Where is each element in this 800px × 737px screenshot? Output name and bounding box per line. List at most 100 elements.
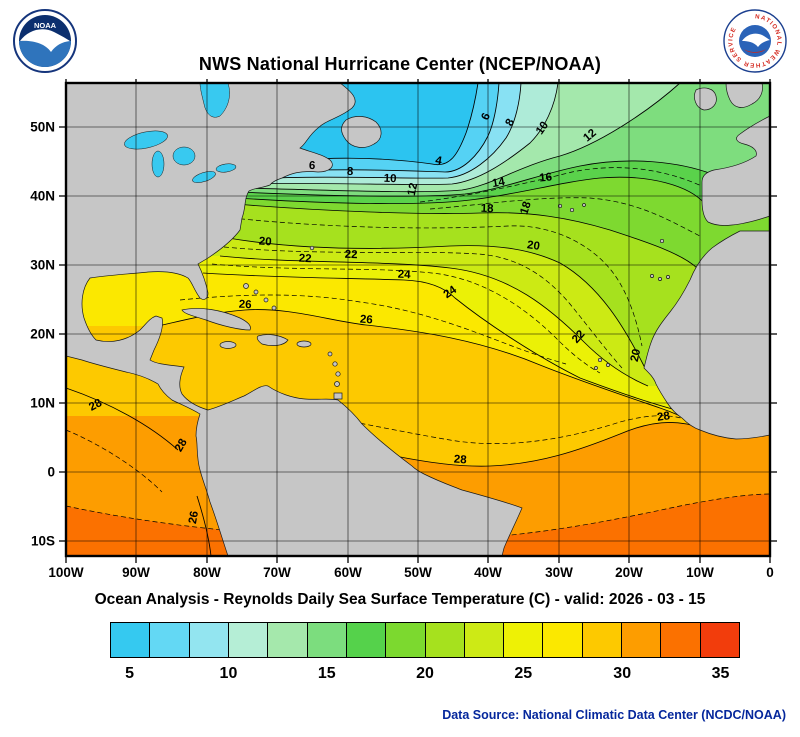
page-title: NWS National Hurricane Center (NCEP/NOAA… <box>198 54 602 74</box>
contour-label: 24 <box>397 269 411 282</box>
colorbar-cell <box>189 623 229 657</box>
bahamas-island <box>253 289 259 295</box>
madeira-island <box>659 238 665 244</box>
colorbar-cell <box>150 623 190 657</box>
x-tick-label: 70W <box>263 565 291 580</box>
contour-label: 6 <box>479 111 493 122</box>
britain-island <box>725 82 763 108</box>
james-bay <box>199 82 230 118</box>
x-tick-label: 90W <box>122 565 150 580</box>
lake-huron <box>172 146 196 166</box>
x-tick-label: 100W <box>48 565 84 580</box>
jamaica-island <box>219 341 237 349</box>
map-caption: Ocean Analysis - Reynolds Daily Sea Surf… <box>94 591 706 608</box>
americas-landmass <box>65 82 523 557</box>
colorbar-tick-label: 30 <box>613 665 632 682</box>
noaa-logo-sea <box>19 41 71 67</box>
x-tick-label: 50W <box>404 565 432 580</box>
x-tick-label: 20W <box>615 565 643 580</box>
nws-red-accent <box>744 49 766 53</box>
colorbar-cell <box>111 623 151 657</box>
x-tick-label: 10W <box>686 565 714 580</box>
contour-label: 26 <box>238 299 251 312</box>
lake-ontario <box>215 163 237 173</box>
y-tick-label: 10N <box>30 396 55 411</box>
contour-label: 12 <box>406 182 420 197</box>
contour-label: 20 <box>258 236 272 249</box>
contour-label: 20 <box>526 239 540 253</box>
cape-verde-island <box>597 357 603 363</box>
contour-label: 28 <box>87 397 104 414</box>
canary-island <box>650 274 654 278</box>
colorbar-tick-label: 35 <box>711 665 730 682</box>
noaa-seagull-icon <box>20 29 70 52</box>
y-tick-label: 30N <box>30 258 55 273</box>
canary-island <box>666 275 670 279</box>
iberia-france-landmass <box>701 115 771 226</box>
colorbar-cell <box>622 623 662 657</box>
azores-island <box>582 203 586 207</box>
colorbar-cell <box>307 623 347 657</box>
colorbar-cell <box>543 623 583 657</box>
x-tick-label: 80W <box>193 565 221 580</box>
y-tick-label: 0 <box>47 465 55 480</box>
puerto-rico-island <box>296 340 312 348</box>
colorbar-cell <box>425 623 465 657</box>
colorbar-tick-labels: 5 10 15 20 25 30 35 <box>110 665 740 687</box>
noaa-logo-text: NOAA <box>34 21 57 30</box>
contour-label: 8 <box>504 116 518 128</box>
lake-superior <box>124 130 168 150</box>
cape-verde-island <box>606 363 610 367</box>
noaa-logo-icon: NOAA <box>13 9 77 73</box>
cuba-island <box>181 308 251 331</box>
contour-label: 26 <box>359 313 373 326</box>
y-tick-label: 10S <box>31 534 55 549</box>
colorbar-cell <box>268 623 308 657</box>
contour-label: 18 <box>481 203 495 215</box>
contour-label: 6 <box>309 160 316 172</box>
colorbar-cell <box>700 623 739 657</box>
colorbar-tick-label: 5 <box>125 665 134 682</box>
colorbar-cell <box>386 623 426 657</box>
lesser-antilles-island <box>332 361 338 367</box>
contour-label: 22 <box>298 253 311 266</box>
cape-verde-island <box>594 366 598 370</box>
bahamas-island <box>271 305 277 311</box>
contour-label: 14 <box>491 176 506 190</box>
land-masses <box>65 82 771 557</box>
bermuda-island <box>309 245 315 251</box>
colorbar-cell <box>228 623 269 657</box>
lesser-antilles-island <box>335 371 341 377</box>
y-tick-label: 40N <box>30 189 55 204</box>
colorbar-cell <box>661 623 701 657</box>
lesser-antilles-island <box>334 381 340 387</box>
data-source-note: Data Source: National Climatic Data Cent… <box>442 708 786 722</box>
latlon-grid <box>66 83 770 556</box>
contour-label: 28 <box>173 436 190 454</box>
contour-label: 18 <box>518 200 534 216</box>
lake-michigan <box>151 150 165 178</box>
bahamas-island <box>243 283 249 289</box>
contour-label: 28 <box>656 410 671 424</box>
colorbar-tick-label: 15 <box>317 665 336 682</box>
colorbar-tick-label: 20 <box>416 665 434 682</box>
bahamas-island <box>263 297 269 303</box>
azores-island <box>569 207 575 213</box>
x-tick-label: 0 <box>766 565 774 580</box>
colorbar-tick-label: 10 <box>219 665 238 682</box>
colorbar-tick-label: 25 <box>514 665 533 682</box>
contour-label: 16 <box>539 171 553 184</box>
newfoundland-island <box>341 116 382 148</box>
contour-label: 20 <box>629 348 643 363</box>
nws-logo-icon: NATIONAL WEATHER SERVICE <box>723 9 787 73</box>
contour-label: 4 <box>434 155 443 168</box>
colorbar-cell <box>346 623 387 657</box>
contour-label: 28 <box>453 454 467 467</box>
y-tick-label: 20N <box>30 327 55 342</box>
lesser-antilles-island <box>327 351 333 357</box>
temperature-colorbar <box>110 622 740 658</box>
x-tick-label: 30W <box>545 565 573 580</box>
x-tick-label: 60W <box>334 565 362 580</box>
